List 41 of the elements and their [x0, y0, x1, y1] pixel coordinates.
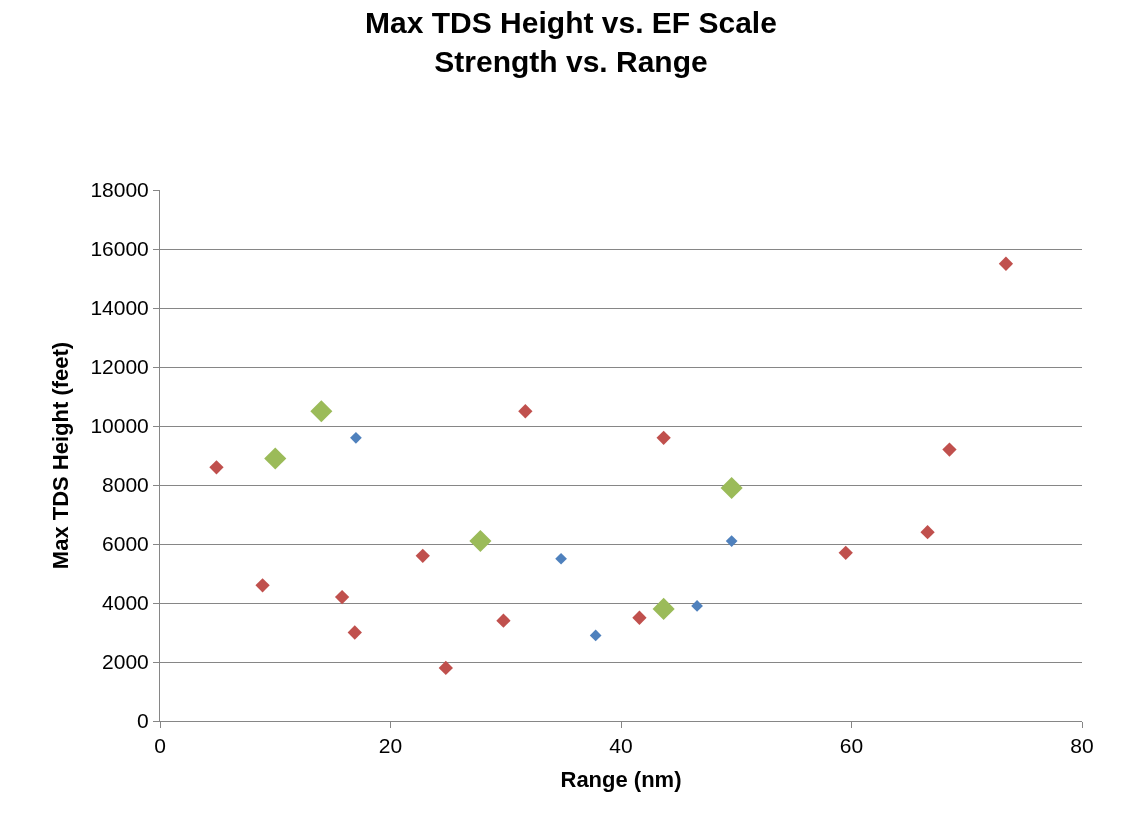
point	[255, 578, 270, 593]
point	[438, 660, 453, 676]
point	[942, 442, 957, 457]
point	[725, 535, 738, 547]
y-tick-label: 2000	[102, 650, 149, 674]
x-tick-label: 0	[154, 734, 166, 758]
x-tick-label: 20	[378, 734, 403, 758]
x-axis-title: Range (nm)	[560, 767, 682, 793]
point	[469, 530, 492, 553]
point	[656, 430, 671, 445]
y-tick-label: 10000	[90, 414, 149, 438]
x-tick-label: 40	[609, 734, 633, 758]
point	[632, 610, 647, 625]
chart-title: Max TDS Height vs. EF Scale Strength vs. Range	[365, 6, 777, 79]
point	[920, 525, 935, 540]
x-tick-label: 60	[839, 734, 864, 758]
point	[350, 431, 362, 444]
y-tick-label: 14000	[90, 296, 149, 320]
point	[334, 589, 350, 605]
y-tick-label: 4000	[102, 591, 149, 615]
y-tick-label: 0	[137, 709, 149, 733]
y-tick-label: 6000	[102, 532, 149, 556]
point	[998, 256, 1014, 271]
point	[496, 613, 511, 628]
y-axis-title: Max TDS Height (feet)	[48, 341, 74, 570]
point	[838, 545, 853, 560]
point	[415, 548, 430, 563]
x-tick-label: 80	[1070, 734, 1094, 758]
point	[310, 400, 333, 423]
point	[720, 476, 743, 499]
point	[347, 625, 362, 640]
point	[589, 629, 602, 642]
point	[264, 447, 287, 470]
point	[209, 460, 224, 475]
point	[555, 552, 567, 565]
point	[652, 597, 675, 620]
y-tick-label: 16000	[90, 237, 149, 261]
y-tick-label: 18000	[90, 178, 149, 202]
y-tick-label: 12000	[90, 355, 149, 379]
y-tick-label: 8000	[102, 473, 149, 497]
point	[518, 404, 533, 419]
